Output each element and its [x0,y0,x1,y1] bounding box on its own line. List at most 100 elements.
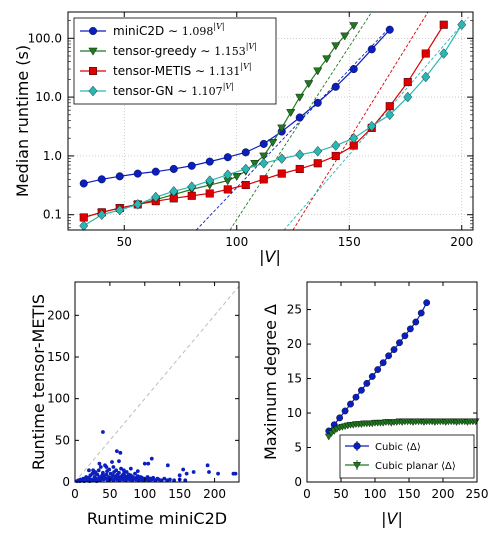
scatter-point [97,461,102,466]
y-tick-label: 0 [62,475,70,489]
scatter-ylabel: Runtime tensor-METIS [29,294,48,470]
y-tick-label: 10 [287,406,302,420]
scatter-point [114,449,119,454]
data-point [115,172,124,181]
legend-label-base: 1.153 [214,45,246,58]
x-tick-label: 0 [71,487,79,501]
data-point [396,339,403,347]
data-point [277,169,286,178]
legend-label: tensor-METIS ∼ 1.131|V| [113,62,252,78]
data-point [341,407,349,415]
data-point [313,98,322,107]
data-point [401,332,409,340]
x-tick-label: 100 [225,235,248,249]
data-point [331,151,340,160]
data-point [259,152,269,161]
data-point [133,169,142,178]
scatter-point [104,465,109,469]
x-tick-label: 150 [168,487,191,501]
runtime-comparison-scatter: 0 50 100 150 200 0 50 100 150 200 Runtime miniC2D… [29,281,240,528]
scatter-point [191,470,196,474]
data-point [187,191,196,200]
y-tick-label: 5 [294,441,302,455]
data-point [385,102,394,111]
x-tick-label: 200 [450,235,473,249]
scatter-point [146,461,151,466]
scatter-point [107,467,112,472]
data-point [79,220,89,231]
data-point [295,164,304,173]
data-point [367,45,376,54]
data-point [406,325,414,333]
scatter-point [96,468,101,473]
x-tick-label: 100 [133,487,156,501]
runtime-chart-ticks: 50 100 150 200 0.1 1.0 10.0 100.0 [28,12,473,249]
scatter-point [91,478,96,483]
scatter-point [233,471,238,476]
scatter-point [87,468,91,473]
data-point [439,20,448,29]
y-tick-label: 50 [55,433,70,447]
data-point [223,185,232,194]
data-point [169,164,178,173]
legend-label-exponent: |V| [223,82,234,91]
max-degree-chart: 0 50 100 150 200 250 0 5 10 15 20 25 |V| Maximum de… [261,281,489,528]
data-point [347,400,354,408]
legend-marker [88,66,97,75]
data-point [340,32,350,41]
runtime-chart-series [79,19,467,231]
data-point [457,19,467,30]
scatter-point [135,469,140,474]
max-degree-series [324,299,480,441]
data-point [223,169,233,180]
scatter-point [145,475,150,479]
diagonal-line [74,285,240,483]
data-point [223,153,232,162]
data-point [349,22,359,31]
scatter-point [168,477,172,482]
runtime-chart: 50 100 150 200 0.1 1.0 10.0 100.0 |V| Median ru… [13,11,474,266]
x-tick-label: 200 [203,487,226,501]
legend-label-base: 1.131 [209,65,241,78]
data-point [277,153,287,164]
scatter-point [98,465,103,469]
data-point [169,186,179,197]
legend-marker [352,462,362,470]
data-point [151,167,160,176]
data-point [187,161,196,170]
scatter-point [111,465,116,469]
scatter-point [142,461,147,466]
max-degree-legend-box [339,434,475,479]
x-tick-label: 50 [117,235,132,249]
runtime-chart-frame [67,11,474,231]
data-point [133,199,143,210]
data-point [331,82,340,91]
fit-line [292,11,429,231]
series-line [83,24,463,227]
max-degree-xlabel: |V| [381,509,403,528]
data-point [385,25,394,34]
runtime-chart-xlabel: |V| [259,247,281,266]
scatter-point [91,468,96,473]
x-tick-label: 100 [364,487,387,501]
legend-label-base: 1.107 [191,85,223,98]
data-point [205,157,214,166]
data-point [79,213,88,222]
data-point [115,204,125,216]
x-tick-label: 150 [398,487,421,501]
legend-label-exponent: |V| [240,62,251,71]
data-point [151,191,161,203]
data-point [352,393,360,401]
scatter-point [90,471,95,476]
scatter-points [75,430,238,484]
scatter-point [101,430,105,434]
data-point [286,109,296,117]
scatter-point [172,478,176,483]
scatter-point [181,467,186,472]
x-tick-label: 250 [466,487,489,501]
scatter-point [94,471,98,476]
scatter-point [165,463,170,468]
legend-marker [88,47,98,56]
data-point [313,67,323,76]
legend-label-exponent: |V| [213,22,224,31]
